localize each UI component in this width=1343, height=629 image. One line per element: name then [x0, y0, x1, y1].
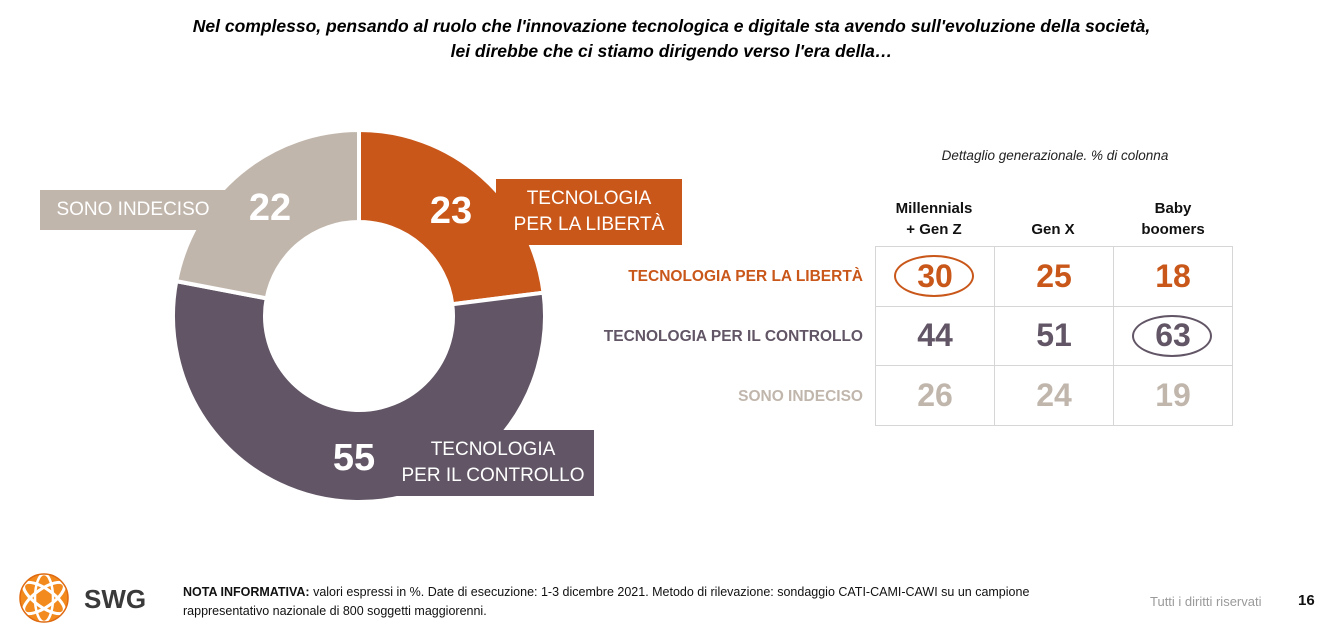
donut-chart: 23 55 22 — [171, 127, 547, 505]
cell-controllo-millennials: 44 — [875, 305, 995, 367]
cell-value: 19 — [1155, 377, 1191, 414]
col-head-genx-line-2: Gen X — [1031, 221, 1075, 238]
label-controllo-line-2: PER IL CONTROLLO — [401, 465, 585, 486]
rights-text: Tutti i diritti riservati — [1150, 594, 1262, 609]
label-liberta: TECNOLOGIA PER LA LIBERTÀ — [496, 179, 682, 245]
col-head-millennials-line-2: + Gen Z — [906, 221, 962, 238]
table-row-controllo: 44 51 63 — [875, 305, 1233, 367]
row-label-indeciso: SONO INDECISO — [738, 388, 863, 405]
row-label-liberta: TECNOLOGIA PER LA LIBERTÀ — [628, 268, 863, 285]
cell-liberta-genx: 25 — [994, 246, 1114, 307]
table-row-liberta: 30 25 18 — [875, 246, 1233, 307]
cell-controllo-boomers: 63 — [1113, 305, 1233, 367]
swg-globe-icon — [19, 572, 69, 624]
footer-note-label: NOTA INFORMATIVA: — [183, 585, 310, 599]
label-controllo-line-1: TECNOLOGIA — [430, 439, 556, 460]
col-head-millennials: Millennials + Gen Z — [875, 198, 993, 240]
table-subtitle: Dettaglio generazionale. % di colonna — [941, 148, 1169, 163]
cell-value: 18 — [1155, 257, 1191, 294]
col-head-boomers-line-2: boomers — [1141, 221, 1205, 238]
slice-liberta — [357, 127, 546, 307]
cell-value: 24 — [1036, 377, 1072, 414]
cell-value: 63 — [1155, 317, 1191, 354]
cell-value: 44 — [917, 317, 953, 354]
col-head-genx: Gen X — [994, 198, 1112, 240]
cell-indeciso-genx: 24 — [994, 365, 1114, 426]
col-head-millennials-line-1: Millennials — [895, 200, 973, 217]
swg-logo: SWG — [19, 572, 146, 624]
row-label-controllo: TECNOLOGIA PER IL CONTROLLO — [603, 328, 863, 345]
col-head-boomers-line-1: Baby — [1154, 200, 1192, 217]
value-controllo: 55 — [333, 437, 375, 479]
col-head-boomers: Baby boomers — [1114, 198, 1232, 240]
value-liberta: 23 — [430, 190, 472, 232]
cell-value: 51 — [1036, 317, 1072, 354]
label-liberta-line-1: TECNOLOGIA — [526, 188, 652, 209]
title-line-2: lei direbbe che ci stiamo dirigendo vers… — [450, 41, 893, 61]
swg-logo-text: SWG — [84, 584, 146, 614]
highlight-oval — [894, 255, 974, 297]
highlight-oval — [1132, 314, 1212, 357]
title-line-1: Nel complesso, pensando al ruolo che l'i… — [192, 16, 1151, 36]
label-indeciso: SONO INDECISO — [40, 190, 226, 230]
label-liberta-line-2: PER LA LIBERTÀ — [513, 214, 665, 235]
footer-note: NOTA INFORMATIVA: valori espressi in %. … — [183, 583, 1063, 621]
footer-note-text: valori espressi in %. Date di esecuzione… — [183, 585, 1030, 618]
chart-title: Nel complesso, pensando al ruolo che l'i… — [0, 14, 1343, 64]
cell-value: 30 — [917, 257, 953, 294]
value-indeciso: 22 — [249, 187, 291, 229]
label-indeciso-line-1: SONO INDECISO — [56, 199, 210, 220]
col-head-genx-line-1 — [994, 198, 1112, 219]
generational-table: 30 25 18 44 51 63 26 24 19 — [875, 246, 1233, 426]
cell-liberta-boomers: 18 — [1113, 246, 1233, 307]
table-row-indeciso: 26 24 19 — [875, 365, 1233, 426]
label-controllo: TECNOLOGIA PER IL CONTROLLO — [392, 430, 594, 496]
cell-indeciso-millennials: 26 — [875, 365, 995, 426]
cell-value: 25 — [1036, 257, 1072, 294]
page-number: 16 — [1298, 592, 1315, 609]
cell-indeciso-boomers: 19 — [1113, 365, 1233, 426]
cell-value: 26 — [917, 377, 953, 414]
cell-controllo-genx: 51 — [994, 305, 1114, 367]
cell-liberta-millennials: 30 — [875, 246, 995, 307]
